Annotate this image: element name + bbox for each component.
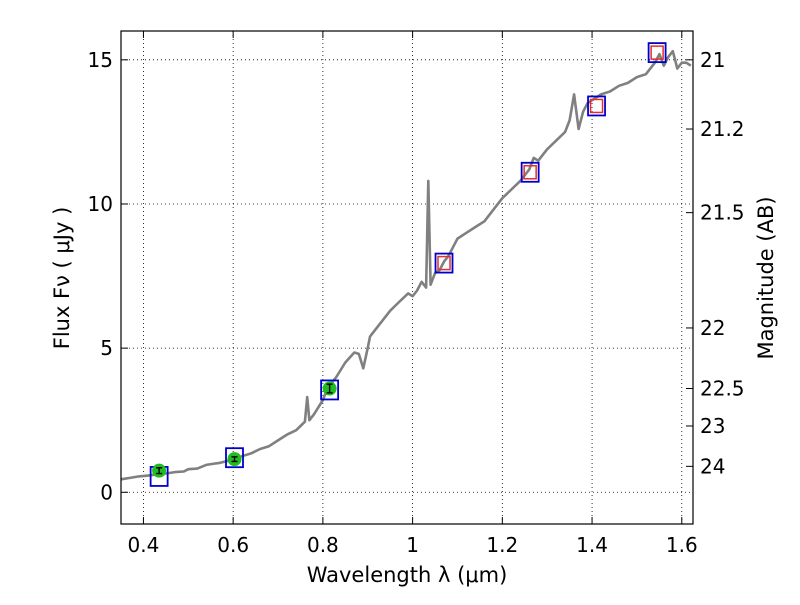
x-tick-label: 0.6 [217,533,249,557]
plot-frame [120,30,694,525]
y2-tick-label: 22 [700,316,725,340]
y2-tick-label: 21 [700,48,725,72]
y2-tick-label: 21.5 [700,201,745,225]
y2-tick-label: 24 [700,454,725,478]
x-tick-label: 1.4 [576,533,608,557]
photometry-square [647,42,667,64]
y-tick-label: 0 [100,480,113,504]
tick-layer: 0.4 0.6 0.8 1 1.2 1.4 1.6 0 5 10 15 21 21.2 21.5 22 22.… [88,31,745,557]
x-tick-label: 1 [406,533,419,557]
x-axis-label: Wavelength λ (μm) [307,563,508,587]
photometry-square [587,95,606,117]
photometry-square [434,252,454,274]
y2-axis-label: Magnitude (AB) [754,196,778,359]
photometry-square-inner [437,255,451,271]
photometry-square [520,161,540,183]
photometry-square-inner [523,165,537,180]
y2-tick-label: 21.2 [700,117,745,141]
y-axis-label: Flux Fν ( μJy ) [50,207,74,350]
y2-tick-label: 23 [700,414,725,438]
x-tick-label: 0.4 [128,533,160,557]
x-tick-label: 0.8 [307,533,339,557]
y2-tick-label: 22.5 [700,376,745,400]
marker-layer [149,42,667,487]
y-tick-label: 15 [88,48,113,72]
photometry-square-inner [589,98,604,114]
grid [121,31,693,524]
y-tick-label: 10 [88,192,113,216]
x-tick-label: 1.2 [486,533,518,557]
photometry-square-inner [650,45,664,60]
photometry-square [225,447,244,469]
photometry-square [320,379,340,401]
x-tick-label: 1.6 [666,533,698,557]
y-tick-label: 5 [100,336,113,360]
